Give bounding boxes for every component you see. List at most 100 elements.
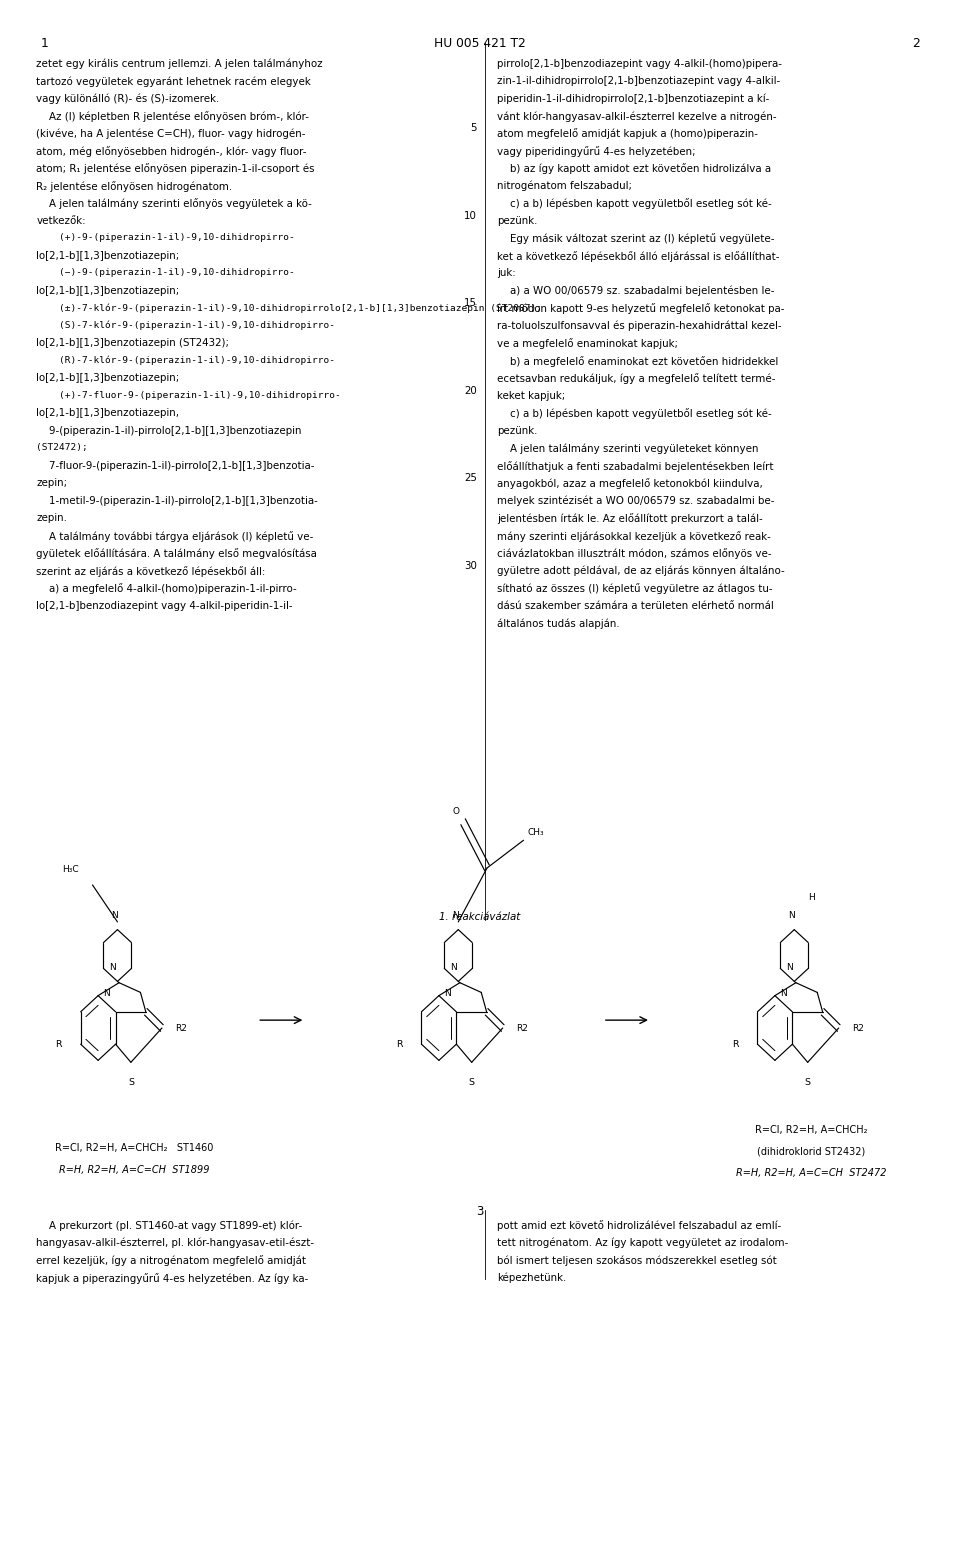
- Text: előállíthatjuk a fenti szabadalmi bejelentésekben leírt: előállíthatjuk a fenti szabadalmi bejele…: [497, 461, 774, 472]
- Text: N: N: [111, 911, 118, 920]
- Text: a) a WO 00/06579 sz. szabadalmi bejelentésben le-: a) a WO 00/06579 sz. szabadalmi bejelent…: [497, 287, 775, 296]
- Text: N: N: [452, 911, 459, 920]
- Text: anyagokból, azaz a megfelelő ketonokból kiindulva,: anyagokból, azaz a megfelelő ketonokból …: [497, 478, 763, 490]
- Text: lo[2,1-b]benzodiazepint vagy 4-alkil-piperidin-1-il-: lo[2,1-b]benzodiazepint vagy 4-alkil-pip…: [36, 601, 293, 610]
- Text: atom megfelelő amidját kapjuk a (homo)piperazin-: atom megfelelő amidját kapjuk a (homo)pi…: [497, 128, 758, 140]
- Text: (R)-7-klór-9-(piperazin-1-il)-9,10-dihidropirro-: (R)-7-klór-9-(piperazin-1-il)-9,10-dihid…: [36, 356, 335, 365]
- Text: vagy piperidingyűrű 4-es helyzetében;: vagy piperidingyűrű 4-es helyzetében;: [497, 146, 696, 157]
- Text: zetet egy királis centrum jellemzi. A jelen találmányhoz: zetet egy királis centrum jellemzi. A je…: [36, 59, 324, 69]
- Text: H₃C: H₃C: [62, 865, 79, 874]
- Text: N: N: [786, 963, 793, 972]
- Text: N: N: [103, 989, 109, 999]
- Text: képezhetünk.: képezhetünk.: [497, 1273, 566, 1284]
- Text: 7-fluor-9-(piperazin-1-il)-pirrolo[2,1-b][1,3]benzotia-: 7-fluor-9-(piperazin-1-il)-pirrolo[2,1-b…: [36, 461, 315, 472]
- Text: R2: R2: [852, 1023, 864, 1032]
- Text: HU 005 421 T2: HU 005 421 T2: [434, 37, 526, 49]
- Text: S: S: [468, 1077, 474, 1086]
- Text: gyületre adott példával, de az eljárás könnyen általáno-: gyületre adott példával, de az eljárás k…: [497, 566, 785, 576]
- Text: (dihidroklorid ST2432): (dihidroklorid ST2432): [757, 1147, 865, 1156]
- Text: errel kezeljük, így a nitrogénatom megfelelő amidját: errel kezeljük, így a nitrogénatom megfe…: [36, 1256, 306, 1267]
- Text: zin-1-il-dihidropirrolo[2,1-b]benzotiazepint vagy 4-alkil-: zin-1-il-dihidropirrolo[2,1-b]benzotiaze…: [497, 76, 780, 86]
- Text: (ST2472);: (ST2472);: [36, 444, 88, 453]
- Text: lo[2,1-b][1,3]benzotiazepin (ST2432);: lo[2,1-b][1,3]benzotiazepin (ST2432);: [36, 339, 229, 348]
- Text: ra-toluolszulfonsavval és piperazin-hexahidráttal kezel-: ra-toluolszulfonsavval és piperazin-hexa…: [497, 321, 781, 331]
- Text: N: N: [780, 989, 786, 999]
- Text: A jelen találmány szerinti vegyületeket könnyen: A jelen találmány szerinti vegyületeket …: [497, 444, 758, 455]
- Text: N: N: [109, 963, 116, 972]
- Text: R=H, R2=H, A=C=CH  ST2472: R=H, R2=H, A=C=CH ST2472: [736, 1168, 886, 1177]
- Text: ecetsavban redukáljuk, így a megfelelő telített termé-: ecetsavban redukáljuk, így a megfelelő t…: [497, 373, 776, 384]
- Text: R: R: [55, 1040, 61, 1049]
- Text: (±)-7-klór-9-(piperazin-1-il)-9,10-dihidropirrolo[2,1-b][1,3]benzotiazepin (ST20: (±)-7-klór-9-(piperazin-1-il)-9,10-dihid…: [36, 304, 542, 313]
- Text: szerint az eljárás a következő lépésekből áll:: szerint az eljárás a következő lépésekbő…: [36, 566, 266, 576]
- Text: ciávázlatokban illusztrált módon, számos előnyös ve-: ciávázlatokban illusztrált módon, számos…: [497, 549, 772, 559]
- Text: R2: R2: [516, 1023, 528, 1032]
- Text: lo[2,1-b][1,3]benzotiazepin,: lo[2,1-b][1,3]benzotiazepin,: [36, 408, 180, 418]
- Text: S: S: [804, 1077, 810, 1086]
- Text: Az (l) képletben R jelentése előnyösen bróm-, klór-: Az (l) képletben R jelentése előnyösen b…: [36, 111, 309, 122]
- Text: sítható az összes (l) képletű vegyületre az átlagos tu-: sítható az összes (l) képletű vegyületre…: [497, 582, 773, 595]
- Text: c) a b) lépésben kapott vegyületből esetleg sót ké-: c) a b) lépésben kapott vegyületből eset…: [497, 199, 772, 210]
- Text: 10: 10: [465, 211, 477, 220]
- Text: zepin;: zepin;: [36, 478, 67, 488]
- Text: a) a megfelelő 4-alkil-(homo)piperazin-1-il-pirro-: a) a megfelelő 4-alkil-(homo)piperazin-1…: [36, 582, 298, 595]
- Text: ból ismert teljesen szokásos módszerekkel esetleg sót: ból ismert teljesen szokásos módszerekke…: [497, 1256, 777, 1267]
- Text: N: N: [450, 963, 457, 972]
- Text: R: R: [732, 1040, 738, 1049]
- Text: piperidin-1-il-dihidropirrolo[2,1-b]benzotiazepint a kí-: piperidin-1-il-dihidropirrolo[2,1-b]benz…: [497, 94, 770, 105]
- Text: b) a megfelelő enaminokat ezt követően hidridekkel: b) a megfelelő enaminokat ezt követően h…: [497, 356, 779, 367]
- Text: pott amid ezt követő hidrolizálével felszabadul az emlí-: pott amid ezt követő hidrolizálével fels…: [497, 1220, 781, 1231]
- Text: jelentésben írták le. Az előállított prekurzort a talál-: jelentésben írták le. Az előállított pre…: [497, 513, 763, 524]
- Text: vagy különálló (R)- és (S)-izomerek.: vagy különálló (R)- és (S)-izomerek.: [36, 94, 220, 105]
- Text: ket a következő lépésekből álló eljárással is előállíthat-: ket a következő lépésekből álló eljáráss…: [497, 251, 780, 262]
- Text: pezünk.: pezünk.: [497, 425, 538, 436]
- Text: keket kapjuk;: keket kapjuk;: [497, 391, 565, 401]
- Text: tartozó vegyületek egyaránt lehetnek racém elegyek: tartozó vegyületek egyaránt lehetnek rac…: [36, 76, 311, 86]
- Text: gyületek előállítására. A találmány első megvalósítása: gyületek előállítására. A találmány első…: [36, 549, 318, 559]
- Text: általános tudás alapján.: általános tudás alapján.: [497, 618, 620, 629]
- Text: hangyasav-alkil-észterrel, pl. klór-hangyasav-etil-észt-: hangyasav-alkil-észterrel, pl. klór-hang…: [36, 1237, 315, 1248]
- Text: mány szerinti eljárásokkal kezeljük a következő reak-: mány szerinti eljárásokkal kezeljük a kö…: [497, 530, 771, 542]
- Text: vetkezők:: vetkezők:: [36, 216, 86, 227]
- Text: 3: 3: [476, 1205, 484, 1217]
- Text: R=Cl, R2=H, A=CHCH₂   ST1460: R=Cl, R2=H, A=CHCH₂ ST1460: [56, 1143, 213, 1153]
- Text: pezünk.: pezünk.: [497, 216, 538, 227]
- Text: S: S: [128, 1077, 133, 1086]
- Text: R₂ jelentése előnyösen hidrogénatom.: R₂ jelentése előnyösen hidrogénatom.: [36, 180, 232, 193]
- Text: írt módon kapott 9-es helyzetű megfelelő ketonokat pa-: írt módon kapott 9-es helyzetű megfelelő…: [497, 304, 784, 314]
- Text: vánt klór-hangyasav-alkil-észterrel kezelve a nitrogén-: vánt klór-hangyasav-alkil-észterrel keze…: [497, 111, 777, 122]
- Text: (kivéve, ha A jelentése C=CH), fluor- vagy hidrogén-: (kivéve, ha A jelentése C=CH), fluor- va…: [36, 128, 306, 139]
- Text: c) a b) lépésben kapott vegyületből esetleg sót ké-: c) a b) lépésben kapott vegyületből eset…: [497, 408, 772, 419]
- Text: 25: 25: [465, 473, 477, 482]
- Text: H: H: [807, 892, 814, 901]
- Text: A prekurzort (pl. ST1460-at vagy ST1899-et) klór-: A prekurzort (pl. ST1460-at vagy ST1899-…: [36, 1220, 302, 1231]
- Text: lo[2,1-b][1,3]benzotiazepin;: lo[2,1-b][1,3]benzotiazepin;: [36, 287, 180, 296]
- Text: nitrogénatom felszabadul;: nitrogénatom felszabadul;: [497, 180, 633, 191]
- Text: juk:: juk:: [497, 268, 516, 279]
- Text: zepin.: zepin.: [36, 513, 67, 524]
- Text: melyek szintézisét a WO 00/06579 sz. szabadalmi be-: melyek szintézisét a WO 00/06579 sz. sza…: [497, 496, 775, 507]
- Text: atom, még előnyösebben hidrogén-, klór- vagy fluor-: atom, még előnyösebben hidrogén-, klór- …: [36, 146, 307, 157]
- Text: atom; R₁ jelentése előnyösen piperazin-1-il-csoport és: atom; R₁ jelentése előnyösen piperazin-1…: [36, 163, 315, 174]
- Text: O: O: [452, 806, 459, 815]
- Text: A találmány további tárgya eljárások (l) képletű ve-: A találmány további tárgya eljárások (l)…: [36, 530, 314, 542]
- Text: (+)-9-(piperazin-1-il)-9,10-dihidropirro-: (+)-9-(piperazin-1-il)-9,10-dihidropirro…: [36, 233, 296, 242]
- Text: 15: 15: [464, 297, 477, 308]
- Text: 2: 2: [912, 37, 920, 49]
- Text: 1: 1: [40, 37, 48, 49]
- Text: R: R: [396, 1040, 402, 1049]
- Text: b) az így kapott amidot ezt követően hidrolizálva a: b) az így kapott amidot ezt követően hid…: [497, 163, 772, 174]
- Text: ve a megfelelő enaminokat kapjuk;: ve a megfelelő enaminokat kapjuk;: [497, 339, 679, 350]
- Text: CH₃: CH₃: [527, 828, 544, 837]
- Text: 1-metil-9-(piperazin-1-il)-pirrolo[2,1-b][1,3]benzotia-: 1-metil-9-(piperazin-1-il)-pirrolo[2,1-b…: [36, 496, 319, 505]
- Text: dású szakember számára a területen elérhető normál: dású szakember számára a területen elérh…: [497, 601, 774, 610]
- Text: tett nitrogénatom. Az így kapott vegyületet az irodalom-: tett nitrogénatom. Az így kapott vegyüle…: [497, 1237, 789, 1248]
- Text: lo[2,1-b][1,3]benzotiazepin;: lo[2,1-b][1,3]benzotiazepin;: [36, 373, 180, 384]
- Text: (S)-7-klór-9-(piperazin-1-il)-9,10-dihidropirro-: (S)-7-klór-9-(piperazin-1-il)-9,10-dihid…: [36, 321, 335, 330]
- Text: N: N: [788, 911, 795, 920]
- Text: lo[2,1-b][1,3]benzotiazepin;: lo[2,1-b][1,3]benzotiazepin;: [36, 251, 180, 260]
- Text: 9-(piperazin-1-il)-pirrolo[2,1-b][1,3]benzotiazepin: 9-(piperazin-1-il)-pirrolo[2,1-b][1,3]be…: [36, 425, 302, 436]
- Text: R=H, R2=H, A=C=CH  ST1899: R=H, R2=H, A=C=CH ST1899: [60, 1165, 209, 1174]
- Text: A jelen találmány szerinti előnyös vegyületek a kö-: A jelen találmány szerinti előnyös vegyü…: [36, 199, 312, 210]
- Text: kapjuk a piperazingyűrű 4-es helyzetében. Az így ka-: kapjuk a piperazingyűrű 4-es helyzetében…: [36, 1273, 309, 1284]
